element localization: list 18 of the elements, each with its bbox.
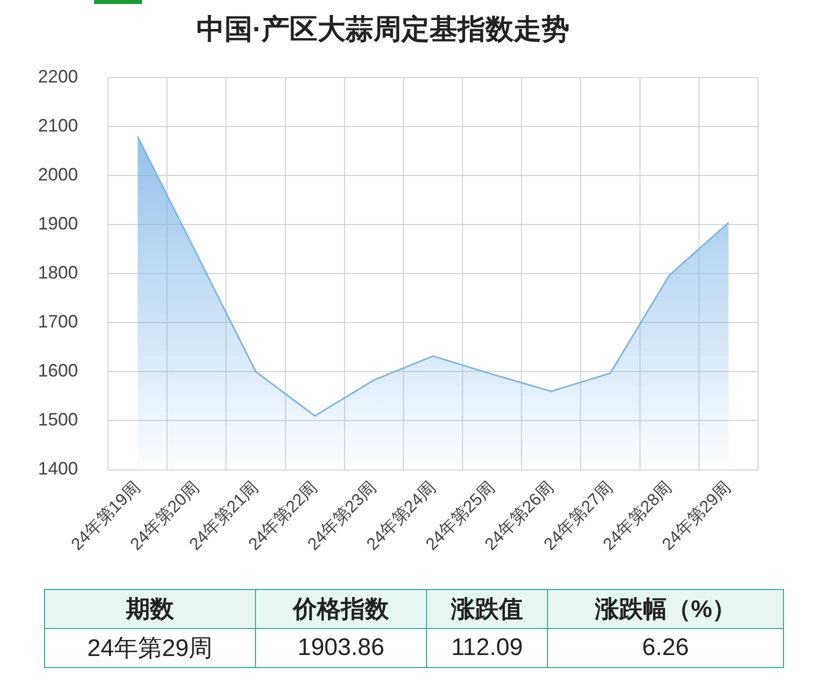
text: 价格指数 <box>256 590 426 628</box>
y-tick-label: 2200 <box>38 66 78 87</box>
y-tick-label: 1900 <box>38 214 78 234</box>
text: 6.26 <box>548 628 784 668</box>
text: 112.09 <box>426 628 548 668</box>
text: 24年第29周 <box>44 628 256 668</box>
text: 涨跌幅（%） <box>548 590 784 628</box>
y-tick-label: 1500 <box>38 410 78 430</box>
text: 涨跌值 <box>426 590 548 628</box>
y-tick-label: 1600 <box>38 360 78 381</box>
y-tick-label: 2100 <box>38 116 78 136</box>
y-tick-label: 1700 <box>38 312 78 332</box>
y-tick-label: 2000 <box>38 164 78 185</box>
text: 期数 <box>44 590 256 628</box>
y-tick-label: 1400 <box>38 458 78 479</box>
text: 1903.86 <box>256 628 426 668</box>
chart-title: 中国·产区大蒜周定基指数走势 <box>196 14 570 45</box>
y-tick-label: 1800 <box>38 262 78 283</box>
